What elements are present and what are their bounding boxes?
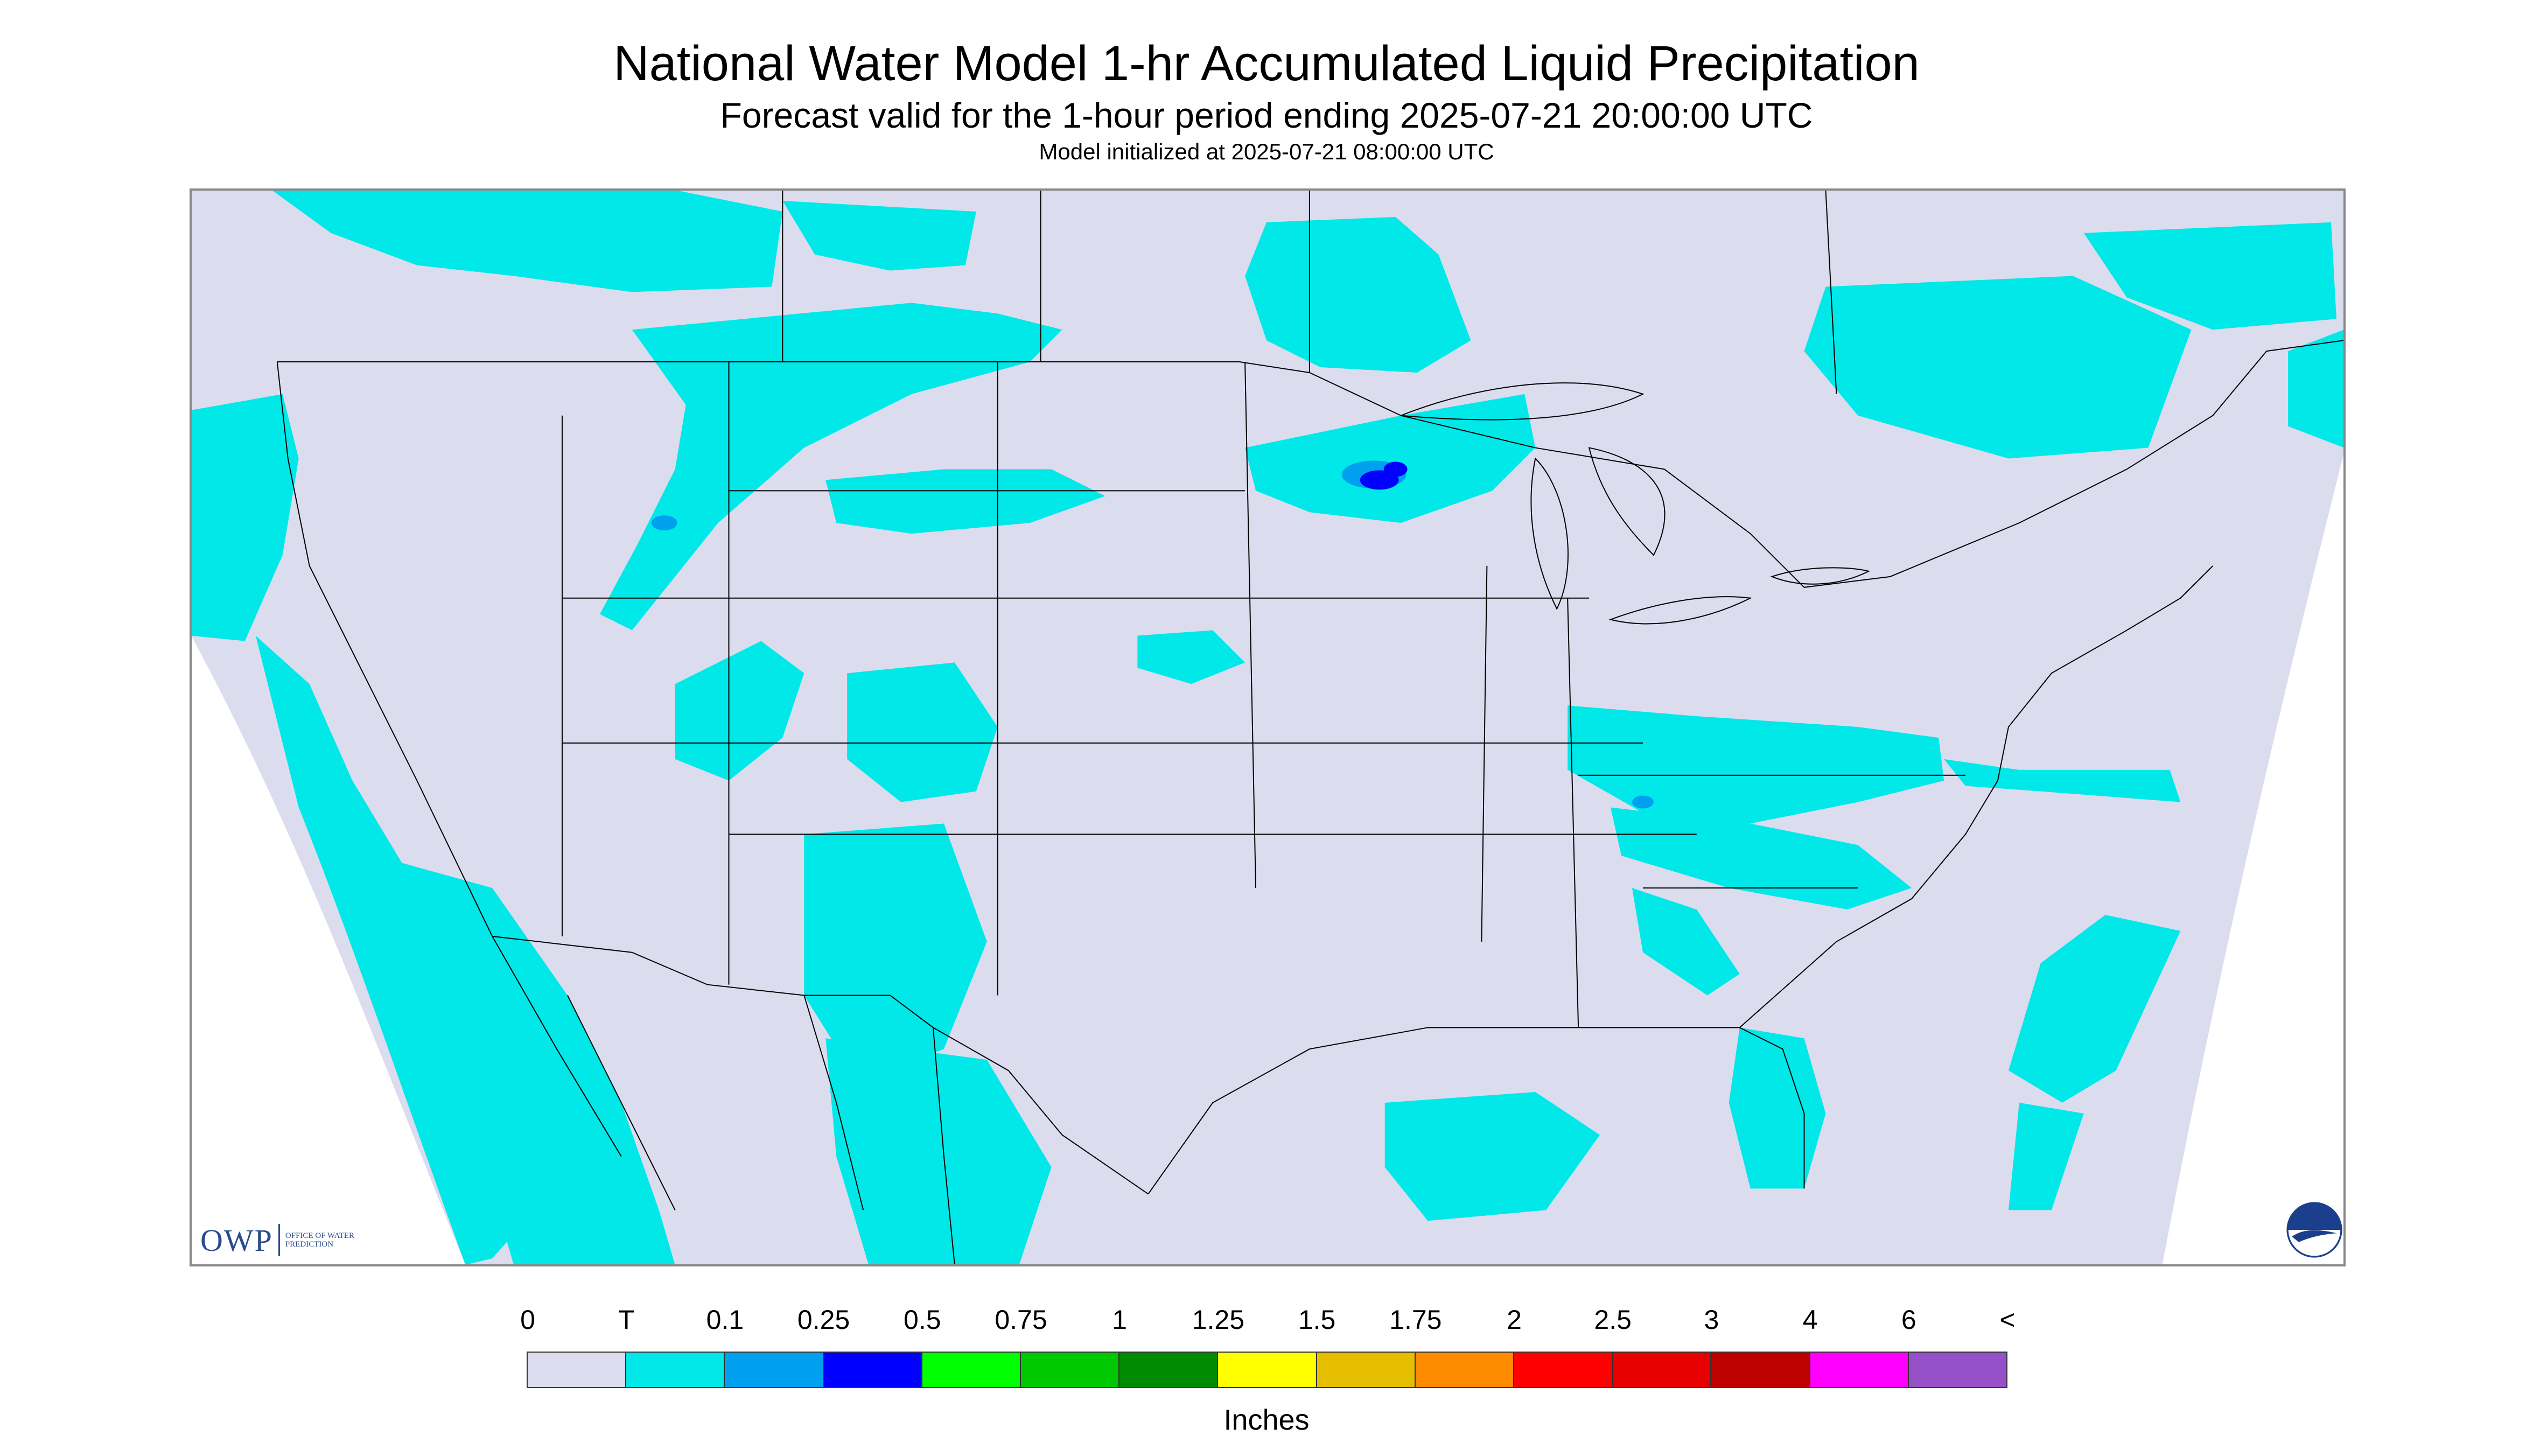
mexico-state-line [932, 1027, 955, 1265]
precip-area-mid-atlantic-coast [1944, 759, 2181, 802]
precip-area-new-mexico [804, 823, 987, 1082]
legend-swatch [1612, 1352, 1712, 1388]
political-boundaries [276, 190, 2344, 1265]
precip-area-ohio-valley [1568, 705, 1944, 824]
precip-light-cell [1632, 795, 1654, 809]
precip-area-labrador [2083, 222, 2337, 330]
legend-tick-label: 4 [1802, 1305, 1818, 1335]
precip-area-atlantic [2008, 914, 2181, 1103]
precip-area-atlantic-2 [2008, 1102, 2084, 1210]
precip-area-ontario-w [1245, 216, 1471, 373]
legend-tick-label: 6 [1901, 1305, 1916, 1335]
color-legend: 0 T 0.1 0.25 0.5 0.75 1 1.25 1.5 1.75 2 2.5 3 4 6 < [520, 1292, 2016, 1422]
precip-area-georgia [1632, 888, 1740, 996]
legend-tick-label: T [618, 1305, 635, 1335]
precip-light-cell [651, 515, 677, 531]
precip-area-minnesota [1245, 394, 1536, 523]
us-canada-border [277, 340, 2344, 588]
map-canvas [191, 190, 2344, 1265]
precip-area-bc-2 [782, 200, 976, 271]
pacific-coastline [276, 361, 622, 1157]
mexico-state-line [803, 995, 864, 1210]
precip-area-nebraska [1137, 630, 1245, 684]
chart-subtitle: Forecast valid for the 1-hour period end… [720, 95, 1813, 135]
legend-swatch [822, 1352, 922, 1388]
precipitation-map [190, 188, 2346, 1266]
legend-tick-label: 0.5 [904, 1305, 941, 1335]
atlantic-coastline [1739, 565, 2214, 1028]
lake-erie [1608, 596, 1753, 625]
lake-huron [1588, 447, 1666, 556]
legend-tick-label: 2 [1507, 1305, 1522, 1335]
legend-swatch [921, 1352, 1021, 1388]
precip-area-florida [1729, 1027, 1826, 1189]
legend-swatch [1710, 1352, 1810, 1388]
legend-swatch [527, 1352, 627, 1388]
legend-tick-label: 1.5 [1298, 1305, 1336, 1335]
legend-tick-label: 0.75 [995, 1305, 1047, 1335]
state-line [1481, 565, 1488, 942]
legend-swatch [625, 1352, 725, 1388]
precip-area-montana [825, 469, 1105, 534]
legend-swatch [1907, 1352, 2008, 1388]
state-line [1567, 598, 1579, 1028]
legend-swatch [1809, 1352, 1909, 1388]
precip-moderate [1360, 461, 1408, 490]
precip-area-sierra-madre [825, 1038, 1052, 1265]
legend-swatch [1316, 1352, 1416, 1388]
lake-ontario [1770, 567, 1871, 585]
precip-area-coast-wa [191, 394, 299, 641]
province-line [1825, 190, 1837, 394]
precip-area-baja [395, 861, 675, 1265]
legend-tick-label: < [1999, 1305, 2016, 1335]
gulf-coastline [1147, 1027, 1805, 1194]
us-mexico-border [492, 935, 1149, 1195]
precip-area-maritimes [2288, 330, 2344, 448]
precip-area-carolinas [1611, 807, 1912, 909]
legend-tick-label: 0.25 [797, 1305, 850, 1335]
model-init-time: Model initialized at 2025-07-21 08:00:00… [1039, 139, 1494, 164]
legend-tick-label: 0 [520, 1305, 535, 1335]
owp-logo: OWP OFFICE OF WATER PREDICTION [200, 1221, 361, 1259]
legend-swatch [1513, 1352, 1613, 1388]
legend-color-bar [527, 1352, 2008, 1388]
mexico-state-line [567, 995, 676, 1210]
precip-area-quebec [1804, 276, 2192, 459]
noaa-logo-icon [2286, 1202, 2342, 1258]
legend-swatch [1118, 1352, 1219, 1388]
precip-moderate-cell [1383, 461, 1408, 477]
chart-title: National Water Model 1-hr Accumulated Li… [613, 36, 1920, 91]
legend-units: Inches [1223, 1404, 1310, 1436]
lake-michigan [1530, 457, 1569, 610]
owp-logo-divider [278, 1224, 280, 1256]
legend-tick-label: 1.25 [1192, 1305, 1245, 1335]
legend-tick-label: 1.75 [1389, 1305, 1442, 1335]
lake-superior [1401, 382, 1645, 421]
legend-tick-label: 0.1 [706, 1305, 744, 1335]
precip-area-bc [271, 190, 783, 292]
precip-area-colorado [847, 662, 998, 802]
legend-swatch [724, 1352, 824, 1388]
owp-logo-text: OWP [200, 1222, 273, 1258]
precip-area-four-corners [675, 641, 804, 781]
legend-swatch [1414, 1352, 1515, 1388]
legend-tick-label: 1 [1112, 1305, 1128, 1335]
precip-area-pnw-band [599, 303, 1062, 631]
legend-tick-label: 3 [1704, 1305, 1719, 1335]
owp-logo-subtext: OFFICE OF WATER PREDICTION [285, 1231, 354, 1249]
legend-swatch [1020, 1352, 1120, 1388]
legend-tick-label: 2.5 [1594, 1305, 1632, 1335]
state-line [1244, 362, 1257, 888]
precip-area-gulf [1384, 1091, 1600, 1221]
precip-trace [191, 190, 2344, 1265]
legend-swatch [1217, 1352, 1317, 1388]
